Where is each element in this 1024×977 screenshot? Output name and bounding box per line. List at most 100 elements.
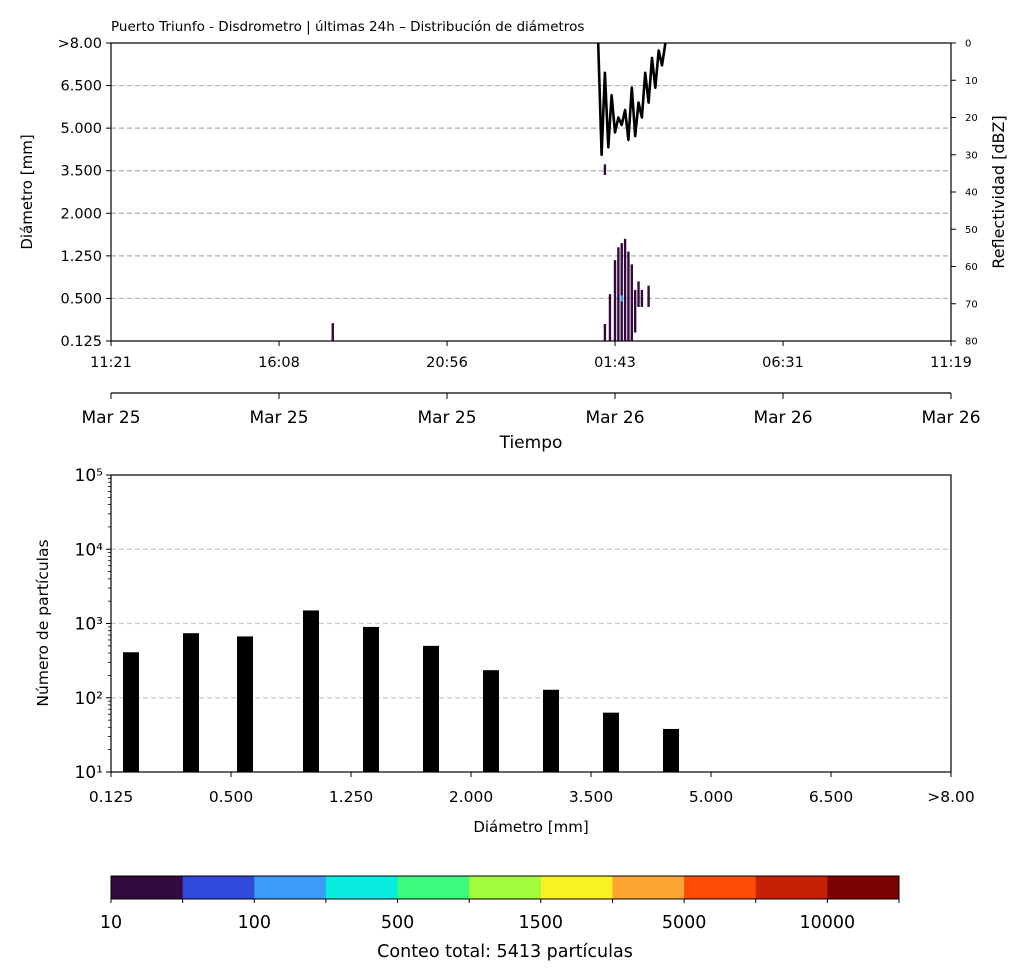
heatmap-cell — [608, 294, 612, 341]
heatmap-cell — [613, 260, 617, 341]
top-right-y-ticks: 0 10 20 30 40 50 60 70 80 — [951, 39, 978, 348]
bottom-x-tick-label: 6.500 — [809, 788, 853, 806]
colorbar-ticks: 10 100 500 1500 5000 10000 — [100, 899, 900, 933]
top-plot-frame — [110, 42, 952, 342]
date-tick-label: Mar 25 — [417, 408, 476, 428]
time-axis-ticks: 11:21 16:08 20:56 01:43 06:31 11:19 — [90, 341, 972, 371]
colorbar-segment — [325, 876, 399, 899]
bottom-x-ticks: 0.125 0.500 1.250 2.000 3.500 5.000 6.500 >8.00 — [89, 772, 975, 806]
right-y-tick-label: 50 — [965, 225, 978, 236]
bar — [123, 652, 139, 772]
particle-count-bars — [123, 610, 679, 772]
top-y-tick-label: 2.000 — [60, 206, 102, 222]
top-chart-title: Puerto Triunfo - Disdrometro | últimas 2… — [111, 19, 584, 35]
heatmap-cell — [630, 264, 633, 341]
bottom-x-tick-label: 1.250 — [329, 788, 373, 806]
colorbar-segment — [254, 876, 327, 899]
reflectivity-line — [596, 42, 667, 157]
heatmap-cell — [620, 295, 623, 302]
top-y-tick-label: 0.125 — [60, 334, 102, 350]
colorbar-tick-label: 100 — [238, 913, 271, 933]
heatmap-cell — [617, 247, 620, 341]
top-y-tick-label: 0.500 — [60, 291, 102, 307]
bottom-x-tick-label: 0.125 — [89, 788, 133, 806]
right-y-tick-label: 40 — [965, 188, 978, 199]
colorbar-tick-label: 5000 — [662, 913, 707, 933]
top-left-y-axis-label: Diámetro [mm] — [18, 134, 36, 249]
heatmap-cell — [640, 289, 644, 307]
date-tick-label: Mar 26 — [753, 408, 812, 428]
top-y-tick-label: 1.250 — [60, 249, 102, 265]
bottom-y-tick-label: 10⁴ — [75, 540, 104, 560]
date-axis-ticks: Mar 25 Mar 25 Mar 25 Mar 26 Mar 26 Mar 26 — [81, 393, 981, 428]
heatmap-cell — [633, 289, 637, 333]
bar — [483, 670, 499, 772]
bar — [663, 728, 679, 772]
colorbar-tick-label: 10000 — [800, 913, 856, 933]
bottom-y-tick-label: 10¹ — [75, 763, 103, 783]
colorbar-segment — [612, 876, 685, 899]
top-x-axis-label: Tiempo — [499, 433, 563, 453]
bar — [303, 610, 319, 772]
right-y-tick-label: 70 — [965, 299, 978, 310]
date-tick-label: Mar 26 — [585, 408, 644, 428]
colorbar-tick-label: 1500 — [519, 913, 564, 933]
time-tick-label: 16:08 — [258, 355, 300, 371]
bar — [423, 645, 439, 772]
top-y-tick-label: 5.000 — [60, 121, 102, 137]
right-y-tick-label: 0 — [965, 39, 971, 50]
colorbar-segment — [397, 876, 470, 899]
bottom-x-tick-label: 3.500 — [569, 788, 613, 806]
bottom-y-tick-label: 10² — [75, 689, 103, 709]
colorbar-segment — [540, 876, 613, 899]
heatmap-cell — [627, 251, 630, 341]
time-tick-label: 11:19 — [930, 355, 972, 371]
bottom-x-tick-label: 0.500 — [209, 788, 253, 806]
bottom-y-tick-label: 10⁵ — [75, 466, 103, 486]
heatmap-cell — [647, 285, 650, 307]
colorbar-segment — [469, 876, 542, 899]
bar — [183, 633, 199, 772]
right-y-tick-label: 60 — [965, 262, 978, 273]
right-y-tick-label: 30 — [965, 150, 978, 161]
top-left-y-ticks: 0.125 0.500 1.250 2.000 3.500 5.000 6.500 >8.00 — [58, 36, 111, 350]
heatmap-cell — [620, 243, 623, 341]
top-y-tick-label: 3.500 — [60, 164, 102, 180]
bottom-x-tick-label: 5.000 — [689, 788, 733, 806]
heatmap-cell — [623, 238, 627, 341]
particle-heatmap — [331, 164, 650, 341]
bottom-y-axis-label: Número de partículas — [34, 539, 52, 706]
bottom-x-axis-label: Diámetro [mm] — [473, 818, 588, 836]
colorbar-label: Conteo total: 5413 partículas — [377, 942, 633, 962]
colorbar — [111, 876, 900, 899]
top-y-tick-label: >8.00 — [58, 36, 102, 52]
bottom-x-tick-label: >8.00 — [927, 788, 975, 806]
right-y-tick-label: 80 — [965, 337, 978, 348]
reflectivity-series-line — [596, 42, 667, 157]
colorbar-segment — [684, 876, 757, 899]
time-tick-label: 06:31 — [762, 355, 804, 371]
time-tick-label: 20:56 — [426, 355, 468, 371]
colorbar-segment — [755, 876, 828, 899]
date-tick-label: Mar 25 — [81, 408, 140, 428]
colorbar-frame — [110, 875, 900, 900]
bar — [237, 636, 253, 772]
colorbar-segment — [182, 876, 255, 899]
top-right-y-axis-label: Reflectividad [dBZ] — [989, 115, 1008, 268]
heatmap-cell — [331, 323, 334, 341]
bottom-y-ticks: 10¹ 10² 10³ 10⁴ 10⁵ — [75, 466, 111, 783]
top-gridlines — [111, 84, 951, 300]
bar — [543, 689, 559, 772]
right-y-tick-label: 20 — [965, 113, 978, 124]
top-y-tick-label: 6.500 — [60, 79, 102, 95]
bar — [603, 712, 619, 772]
colorbar-tick-label: 10 — [100, 913, 122, 933]
heatmap-cell — [637, 281, 640, 307]
right-y-tick-label: 10 — [965, 76, 978, 87]
bottom-y-tick-label: 10³ — [75, 615, 103, 635]
colorbar-segment — [827, 876, 900, 899]
time-tick-label: 01:43 — [594, 355, 636, 371]
bottom-x-tick-label: 2.000 — [449, 788, 493, 806]
bar — [363, 626, 379, 772]
